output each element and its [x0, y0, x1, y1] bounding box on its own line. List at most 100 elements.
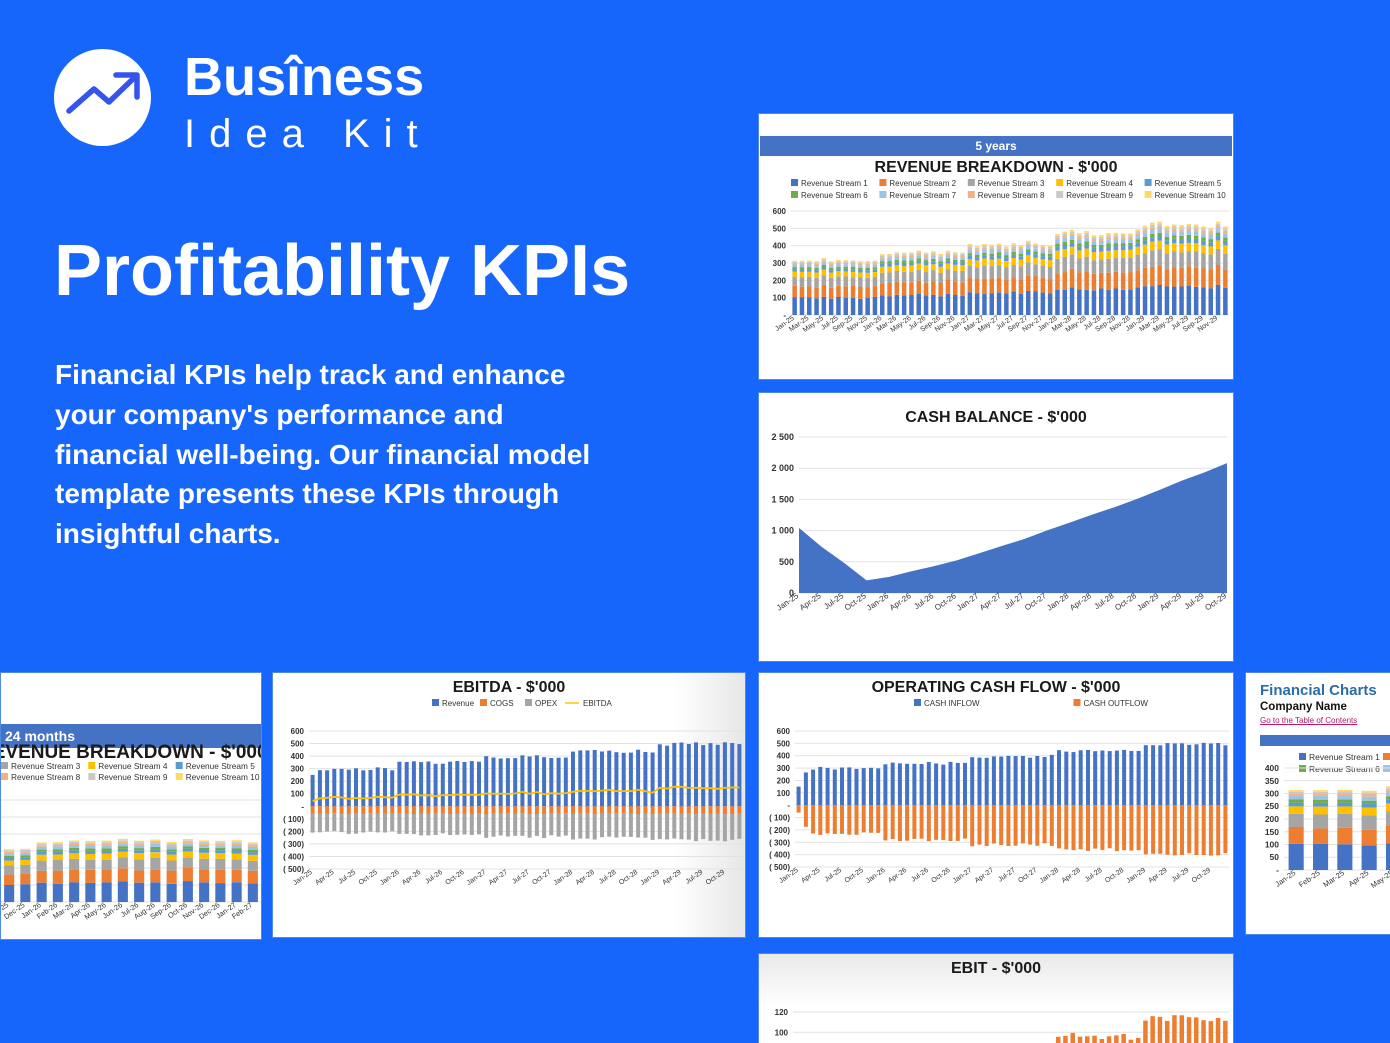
- svg-text:( 100): ( 100): [769, 814, 790, 823]
- svg-text:Apr-26: Apr-26: [887, 867, 908, 885]
- svg-text:600: 600: [777, 727, 791, 736]
- svg-text:Jul-29: Jul-29: [1183, 591, 1206, 611]
- svg-text:Jan-27: Jan-27: [952, 867, 974, 885]
- svg-text:( 500): ( 500): [769, 863, 790, 872]
- svg-text:Oct-25: Oct-25: [358, 869, 379, 887]
- svg-text:Apr-28: Apr-28: [575, 869, 596, 887]
- svg-text:Apr-25: Apr-25: [1347, 868, 1371, 888]
- svg-text:150: 150: [1265, 827, 1279, 837]
- svg-text:200: 200: [773, 276, 787, 285]
- svg-text:Oct-25: Oct-25: [843, 591, 868, 612]
- svg-text:Jul-27: Jul-27: [511, 869, 531, 886]
- svg-text:Apr-28: Apr-28: [1061, 867, 1082, 885]
- svg-text:Oct-28: Oct-28: [618, 869, 639, 887]
- svg-text:( 200): ( 200): [283, 827, 304, 836]
- svg-text:Revenue Stream 3: Revenue Stream 3: [978, 179, 1045, 188]
- svg-text:600: 600: [773, 207, 787, 216]
- svg-text:Oct-28: Oct-28: [1104, 867, 1125, 885]
- svg-text:( 100): ( 100): [283, 815, 304, 824]
- svg-text:100: 100: [1265, 840, 1279, 850]
- svg-text:Oct-29: Oct-29: [705, 869, 726, 887]
- svg-text:Jul-28: Jul-28: [1084, 867, 1104, 884]
- svg-text:Revenue Stream 5: Revenue Stream 5: [186, 761, 256, 771]
- svg-text:OPEX: OPEX: [535, 699, 558, 708]
- svg-text:Apr-28: Apr-28: [1068, 591, 1093, 612]
- svg-text:Apr-29: Apr-29: [1147, 867, 1168, 885]
- svg-text:Mar-25: Mar-25: [1321, 868, 1346, 889]
- svg-text:100: 100: [291, 790, 305, 799]
- svg-text:600: 600: [291, 727, 305, 736]
- svg-text:Revenue Stream 8: Revenue Stream 8: [978, 191, 1045, 200]
- svg-text:May-25: May-25: [1369, 868, 1390, 890]
- svg-text:Jan-26: Jan-26: [379, 869, 401, 887]
- svg-text:( 300): ( 300): [283, 840, 304, 849]
- svg-text:Revenue Stream 6: Revenue Stream 6: [801, 191, 868, 200]
- svg-text:Revenue Stream 6: Revenue Stream 6: [1309, 764, 1380, 774]
- svg-text:Revenue Stream 7: Revenue Stream 7: [889, 191, 956, 200]
- svg-text:( 300): ( 300): [769, 838, 790, 847]
- svg-text:Jul-25: Jul-25: [338, 869, 358, 886]
- svg-text:Revenue Stream 10: Revenue Stream 10: [186, 772, 260, 782]
- svg-text:Jul-26: Jul-26: [912, 591, 935, 611]
- svg-text:Jan-29: Jan-29: [1135, 591, 1161, 613]
- svg-text:300: 300: [1265, 789, 1279, 799]
- svg-text:Apr-27: Apr-27: [488, 869, 509, 887]
- svg-text:Jan-27: Jan-27: [466, 869, 488, 887]
- svg-text:-: -: [787, 801, 790, 810]
- svg-text:Jul-27: Jul-27: [1002, 591, 1025, 611]
- svg-text:CASH INFLOW: CASH INFLOW: [924, 699, 980, 708]
- svg-text:Feb-25: Feb-25: [1297, 868, 1322, 889]
- svg-text:300: 300: [291, 765, 305, 774]
- svg-text:100: 100: [773, 294, 787, 303]
- svg-text:200: 200: [1265, 814, 1279, 824]
- svg-text:Revenue Stream 5: Revenue Stream 5: [1155, 179, 1222, 188]
- svg-text:Jan-26: Jan-26: [865, 867, 887, 885]
- svg-text:Revenue Stream 9: Revenue Stream 9: [1066, 191, 1133, 200]
- svg-text:400: 400: [1265, 763, 1279, 773]
- svg-text:Apr-26: Apr-26: [401, 869, 422, 887]
- svg-text:( 400): ( 400): [769, 851, 790, 860]
- svg-text:Jan-28: Jan-28: [1045, 591, 1071, 613]
- svg-text:250: 250: [1265, 801, 1279, 811]
- svg-text:2 000: 2 000: [771, 463, 794, 473]
- svg-text:EBITDA: EBITDA: [583, 699, 613, 708]
- svg-text:Jul-29: Jul-29: [1171, 867, 1191, 884]
- svg-text:COGS: COGS: [490, 699, 514, 708]
- svg-text:Jul-26: Jul-26: [910, 867, 930, 884]
- svg-text:Revenue Stream 8: Revenue Stream 8: [11, 772, 81, 782]
- svg-text:Revenue Stream 4: Revenue Stream 4: [1066, 179, 1133, 188]
- svg-text:400: 400: [773, 242, 787, 251]
- svg-text:Jan-28: Jan-28: [553, 869, 575, 887]
- svg-text:Jul-27: Jul-27: [997, 867, 1017, 884]
- svg-text:300: 300: [777, 764, 791, 773]
- svg-text:50: 50: [1270, 852, 1280, 862]
- svg-text:200: 200: [291, 777, 305, 786]
- svg-text:Revenue Stream 10: Revenue Stream 10: [1155, 191, 1227, 200]
- svg-text:Apr-27: Apr-27: [978, 591, 1003, 612]
- svg-text:Apr-25: Apr-25: [798, 591, 823, 612]
- svg-text:Revenue Stream 1: Revenue Stream 1: [801, 179, 868, 188]
- svg-text:Oct-26: Oct-26: [930, 867, 951, 885]
- svg-text:Jul-28: Jul-28: [598, 869, 618, 886]
- svg-text:Revenue Stream 2: Revenue Stream 2: [889, 179, 956, 188]
- svg-text:Revenue: Revenue: [442, 699, 475, 708]
- svg-text:Jul-26: Jul-26: [424, 869, 444, 886]
- svg-text:( 400): ( 400): [283, 853, 304, 862]
- svg-text:Jul-29: Jul-29: [685, 869, 705, 886]
- svg-text:( 200): ( 200): [769, 826, 790, 835]
- svg-text:300: 300: [773, 259, 787, 268]
- svg-text:Oct-29: Oct-29: [1191, 867, 1212, 885]
- svg-text:Revenue Stream 3: Revenue Stream 3: [11, 761, 81, 771]
- svg-text:Jan-25: Jan-25: [775, 591, 801, 613]
- svg-text:100: 100: [775, 1028, 789, 1037]
- svg-text:Jan-29: Jan-29: [639, 869, 661, 887]
- svg-text:100: 100: [777, 789, 791, 798]
- svg-text:Revenue Stream 1: Revenue Stream 1: [1309, 752, 1380, 762]
- svg-text:200: 200: [777, 777, 791, 786]
- svg-text:Oct-25: Oct-25: [844, 867, 865, 885]
- svg-text:Apr-25: Apr-25: [314, 869, 335, 887]
- svg-text:-: -: [301, 802, 304, 811]
- svg-text:1 000: 1 000: [771, 526, 794, 536]
- svg-text:500: 500: [779, 557, 794, 567]
- svg-text:-: -: [1276, 865, 1279, 875]
